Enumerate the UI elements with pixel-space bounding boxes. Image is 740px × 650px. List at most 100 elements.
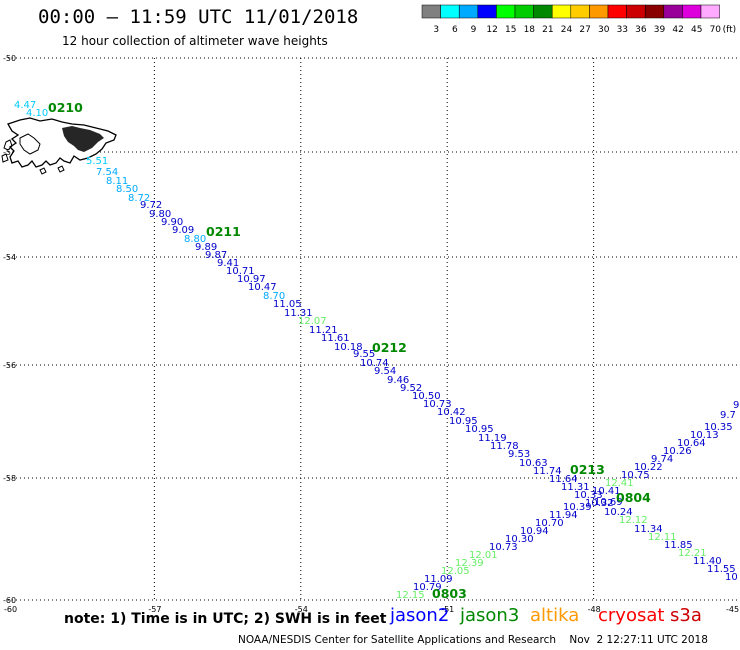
legend-swatch [570,4,590,19]
swh-value: 8.70 [263,291,285,302]
swh-value: 10.74 [360,358,389,369]
legend-label: 18 [524,25,536,35]
legend-label: 21 [542,25,553,35]
legend-label: 24 [561,25,573,35]
swh-value: 9 [733,400,739,411]
legend-swatch [458,4,479,19]
legend-label: 27 [579,25,590,35]
swh-value: 12.11 [648,532,677,543]
swh-value: 12.12 [619,515,648,526]
swh-value: 9.54 [374,366,396,377]
swh-value: 9.7 [720,410,736,421]
legend-swatch [421,4,441,19]
swh-value: 9.80 [149,209,171,220]
swh-value: 11.31 [284,308,313,319]
pass-time-label: 0803 [432,586,467,601]
legend-label: 45 [691,25,702,35]
legend-label: 15 [505,25,516,35]
swh-value: 10.69 [594,497,623,508]
legend-label: 70 [710,25,722,35]
pass-time-label: 0213 [570,462,605,477]
pass-time-label: 0211 [206,224,241,239]
legend-label: 42 [672,25,683,35]
lat-tick-label: -50 [3,54,16,63]
axis-ticks: -50 -52 -54 -56 -58 -60-60 -57 -54 -51 -48 -45 [3,54,739,614]
lat-tick-label: -58 [3,474,16,483]
swh-value: 10.95 [449,416,478,427]
swh-value: 10.94 [520,526,549,537]
swh-value: 11.34 [634,524,663,535]
legend-swatch [644,4,665,19]
legend-label: 33 [617,25,628,35]
lat-tick-label: -56 [3,361,16,370]
swh-value: 11.19 [478,433,507,444]
swh-value: 10.22 [634,462,663,473]
swh-value: 12.39 [455,558,484,569]
legend-swatch [607,4,627,19]
lon-tick-label: -51 [441,605,454,614]
lat-tick-label: -54 [3,253,16,262]
swh-value: 9.90 [161,217,183,228]
legend-swatch [700,4,720,19]
satellite-name-altika: altika [530,605,580,626]
swh-value: 10.50 [412,391,441,402]
swh-value: 10.41 [592,486,621,497]
lon-tick-label: -60 [4,605,17,614]
legend-label: 6 [452,25,458,35]
units-note: note: 1) Time is in UTC; 2) SWH is in fe… [64,611,387,627]
swh-value: 12.21 [678,548,707,559]
swh-value: 10.26 [663,446,692,457]
satellite-name-jason2: jason2 [390,605,450,626]
swh-value: 5.51 [86,156,108,167]
satellite-name-jason3: jason3 [460,605,520,626]
pass-time-label: 0210 [48,100,83,115]
legend-swatch [496,4,516,19]
swh-value: 10.97 [237,274,266,285]
swh-value: 10.13 [690,430,719,441]
swh-value: 9.87 [205,250,227,261]
swh-value: 9.74 [651,454,673,465]
swh-value: 9.89 [195,242,217,253]
swh-value: 10.42 [437,407,466,418]
lon-tick-label: -54 [295,605,308,614]
swh-value: 11.74 [533,466,562,477]
legend-label: 3 [433,25,439,35]
legend-swatch [551,4,572,19]
swh-value: 11.64 [549,474,578,485]
swh-value: 10.73 [489,542,518,553]
swh-value: 12.15 [396,590,425,601]
lat-tick-label: -52 [3,148,16,157]
swh-value: 11.31 [561,482,590,493]
swh-value: 4.10 [26,108,48,119]
legend-label: 39 [654,25,666,35]
swh-value: 9.41 [217,258,239,269]
swh-value: 11.55 [707,564,736,575]
swh-value: 8.72 [128,193,150,204]
page-subtitle: 12 hour collection of altimeter wave hei… [62,34,328,48]
swh-value: 11.61 [321,333,350,344]
swh-value: 10.71 [226,266,255,277]
lon-tick-label: -57 [148,605,161,614]
credit-line: NOAA/NESDIS Center for Satellite Applica… [238,634,708,646]
swh-value: 10.32 [585,498,614,509]
wave-height-values: 4.474.10 5.517.548.118.508.729.729.809.90… [14,100,739,601]
satellite-name-s3a: s3a [670,605,702,626]
swh-value: 10.33 [574,490,603,501]
swh-value: 10.39 [563,502,592,513]
swh-value: 8.50 [116,184,138,195]
page-title: 00:00 – 11:59 UTC 11/01/2018 [38,6,359,28]
legend-label: 30 [598,25,610,35]
swh-value: 11.78 [490,441,519,452]
swh-value: 10.24 [604,507,633,518]
swh-value: 10.18 [334,342,363,353]
swh-value: 12.05 [441,566,470,577]
swh-value: 10.95 [465,424,494,435]
swh-value: 11.21 [309,325,338,336]
swh-value: 4.47 [14,100,36,111]
swh-value: 10.75 [621,470,650,481]
swh-value: 9.53 [508,449,530,460]
legend-label: 12 [486,25,497,35]
lat-tick-label: -60 [3,596,16,605]
swh-value: 11.85 [664,540,693,551]
